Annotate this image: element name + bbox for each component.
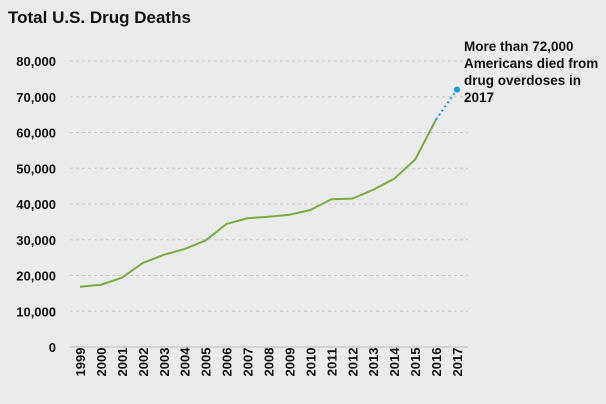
y-tick-label: 40,000 <box>16 197 56 212</box>
x-tick-label: 2010 <box>303 348 318 377</box>
y-tick-label: 50,000 <box>16 161 56 176</box>
x-tick-label: 2011 <box>324 348 339 376</box>
x-tick-label: 2006 <box>220 348 235 377</box>
y-tick-label: 80,000 <box>16 54 56 69</box>
x-tick-label: 2002 <box>136 348 151 377</box>
y-tick-label: 10,000 <box>16 304 56 319</box>
x-tick-label: 2008 <box>262 348 277 377</box>
x-tick-label: 2009 <box>282 348 297 377</box>
x-tick-label: 2003 <box>157 348 172 377</box>
x-tick-label: 2001 <box>115 348 130 377</box>
x-tick-label: 2014 <box>387 347 402 377</box>
y-tick-label: 30,000 <box>16 233 56 248</box>
x-tick-label: 2005 <box>199 348 214 377</box>
y-tick-label: 0 <box>49 340 56 355</box>
y-tick-label: 60,000 <box>16 126 56 141</box>
x-tick-label: 2013 <box>366 348 381 377</box>
x-tick-label: 2004 <box>178 347 193 377</box>
series-line-1 <box>435 89 458 121</box>
x-tick-label: 2017 <box>450 348 465 377</box>
y-tick-label: 20,000 <box>16 269 56 284</box>
chart-title: Total U.S. Drug Deaths <box>8 8 191 27</box>
x-tick-label: 2000 <box>94 348 109 377</box>
x-tick-label: 2007 <box>241 348 256 377</box>
x-tick-label: 2015 <box>408 348 423 377</box>
data-point-2017 <box>454 86 460 93</box>
y-tick-label: 70,000 <box>16 90 56 105</box>
x-tick-label: 2012 <box>345 348 360 377</box>
series-line-0 <box>79 119 437 288</box>
x-tick-label: 2016 <box>429 348 444 377</box>
x-tick-label: 1999 <box>73 348 88 377</box>
annotation: More than 72,000 Americans died from dru… <box>464 39 599 105</box>
